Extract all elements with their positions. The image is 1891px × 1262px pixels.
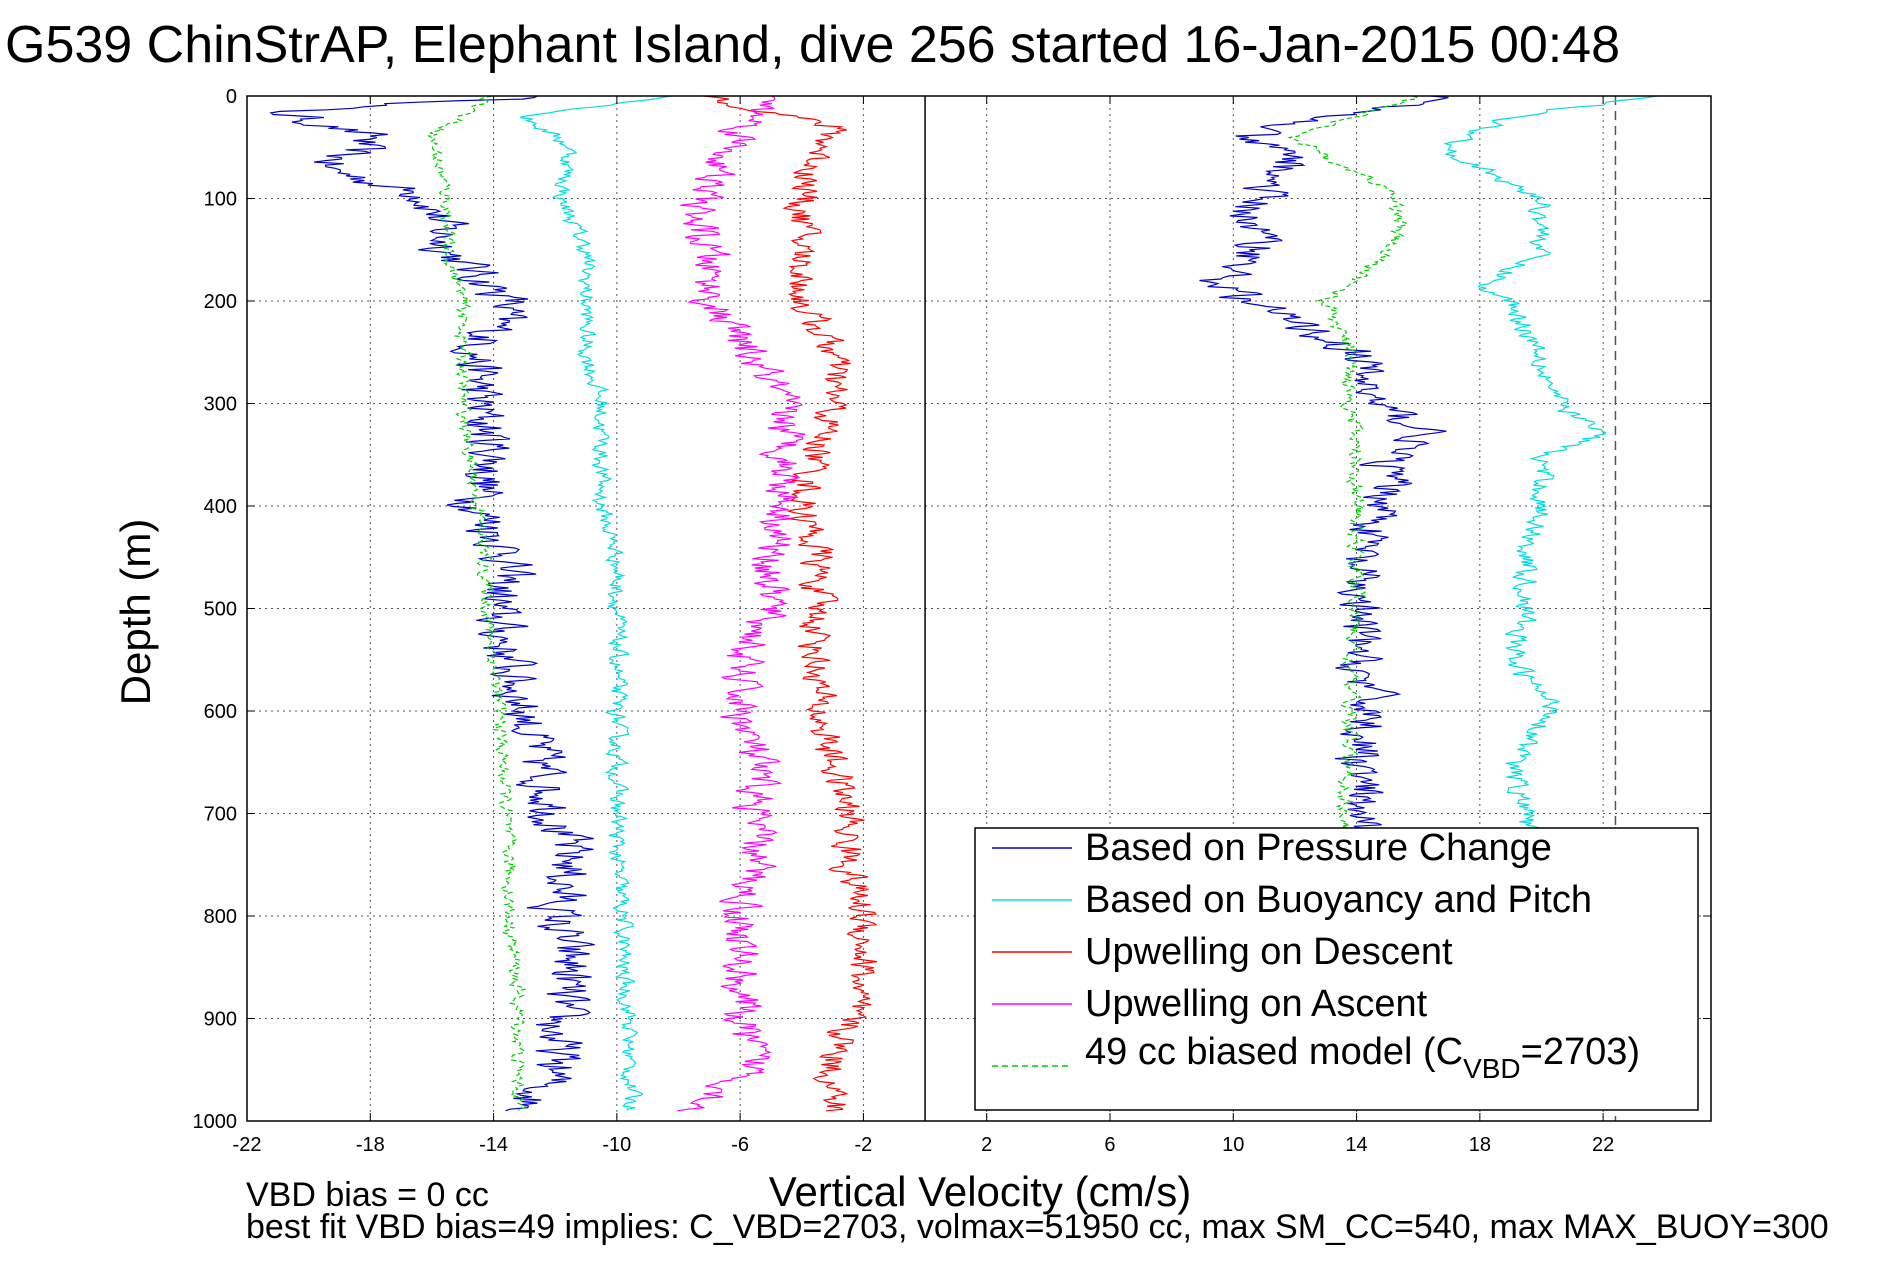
x-tick-label: -10: [602, 1134, 631, 1156]
y-tick-label: 800: [204, 906, 237, 928]
x-tick-label: 18: [1469, 1134, 1491, 1156]
series-pressure_descent: [269, 95, 595, 1112]
best-fit-note: best fit VBD bias=49 implies: C_VBD=2703…: [246, 1208, 1829, 1246]
y-tick-label: 200: [204, 291, 237, 313]
series-model_ascent: [1287, 95, 1419, 835]
vbd-bias-note: VBD bias = 0 cc: [246, 1176, 489, 1214]
legend-label: Based on Pressure Change: [1085, 827, 1552, 869]
y-axis-label: Depth (m): [112, 519, 159, 706]
x-tick-label: 22: [1592, 1134, 1614, 1156]
y-tick-label: 500: [204, 599, 237, 621]
series-upwelling_descent: [703, 95, 878, 1112]
x-tick-label: -6: [731, 1134, 749, 1156]
x-tick-label: 10: [1222, 1134, 1244, 1156]
legend: Based on Pressure Change Based on Buoyanc…: [974, 827, 1699, 1111]
series-model_descent: [426, 95, 527, 1111]
y-tick-label: 400: [204, 496, 237, 518]
y-tick-label: 900: [204, 1009, 237, 1031]
x-axis-label: Vertical Velocity (cm/s): [769, 1168, 1191, 1215]
x-tick-label: -2: [855, 1134, 873, 1156]
y-tick-label: 300: [204, 394, 237, 416]
x-tick-label: -18: [356, 1134, 385, 1156]
series-upwelling_ascent: [677, 95, 806, 1112]
y-tick-label: 700: [204, 804, 237, 826]
x-tick-label: 6: [1104, 1134, 1115, 1156]
legend-label: Based on Buoyancy and Pitch: [1085, 879, 1592, 921]
legend-label: Upwelling on Ascent: [1085, 983, 1428, 1025]
y-tick-label: 100: [204, 189, 237, 211]
legend-label: 49 cc biased model (CVBD=2703): [1085, 1031, 1640, 1084]
reference-lines: [924, 96, 1617, 1121]
legend-label: Upwelling on Descent: [1085, 931, 1453, 973]
series-buoyancy_descent: [519, 95, 672, 1112]
y-tick-label: 0: [226, 86, 237, 108]
x-tick-label: 14: [1345, 1134, 1367, 1156]
x-tick-label: -22: [233, 1134, 262, 1156]
x-tick-label: -14: [479, 1134, 508, 1156]
legend-box: [974, 827, 1699, 1111]
y-tick-label: 1000: [193, 1111, 238, 1133]
series-buoyancy_ascent: [1443, 95, 1658, 835]
x-tick-label: 2: [981, 1134, 992, 1156]
tick-layer: -22 -18 -14 -10 -6 -2 2 6 10 14 18 2201002003004005…: [193, 86, 1711, 1156]
y-tick-label: 600: [204, 701, 237, 723]
chart-title: G539 ChinStrAP, Elephant Island, dive 25…: [5, 16, 1620, 74]
series-pressure_ascent: [1199, 95, 1449, 835]
series-layer: [269, 95, 1658, 1112]
